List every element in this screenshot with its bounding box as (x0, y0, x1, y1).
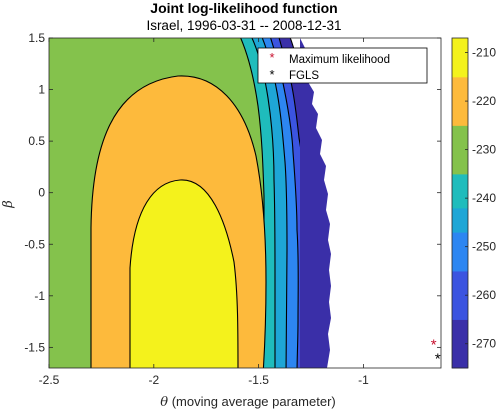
colorbar-band (452, 173, 468, 209)
colorbar-band (452, 319, 468, 369)
chart-subtitle: Israel, 1996-03-31 -- 2008-12-31 (146, 18, 341, 33)
contour-edge-fringe (300, 38, 331, 368)
colorbar-tick-label: -230 (472, 143, 496, 157)
y-tick-label: 0.5 (28, 134, 45, 148)
contour-regions (49, 38, 328, 368)
x-tick-label: -1 (358, 373, 369, 387)
y-tick-label: 0 (38, 186, 45, 200)
colorbar-band (452, 232, 468, 272)
colorbar-band (452, 76, 468, 126)
colorbar-tick-label: -270 (472, 337, 496, 351)
x-tick-label: -2 (148, 373, 159, 387)
y-tick-label: -0.5 (24, 237, 45, 251)
legend-marker-maximum-likelihood: * (269, 50, 274, 65)
y-tick-label: 1 (38, 83, 45, 97)
colorbar-band (452, 125, 468, 175)
colorbar-tick-label: -240 (472, 191, 496, 205)
legend-marker-fgls: * (269, 67, 274, 82)
x-tick-label: -1.5 (248, 373, 269, 387)
legend-label-fgls: FGLS (289, 70, 319, 82)
contour-region-level-210 (129, 179, 239, 368)
colorbar: -210 -220 -230 -240 -250 -260 -270 (451, 37, 496, 369)
point-fgls: * (435, 351, 441, 368)
colorbar-tick-label: -220 (472, 94, 496, 108)
colorbar-tick-label: -210 (472, 46, 496, 60)
colorbar-band (452, 207, 468, 233)
x-tick-label: -2.5 (39, 373, 60, 387)
y-tick-label: 1.5 (28, 31, 45, 45)
colorbar-frame (451, 37, 469, 369)
plot-frame (48, 37, 442, 369)
x-axis-label-symbol: θ (160, 395, 168, 410)
contour-plot-area: ** (48, 37, 442, 369)
y-axis-label: β (1, 200, 16, 209)
y-axis: 1.5 1 0.5 0 -0.5 -1 -1.5 (24, 31, 441, 354)
colorbar-band (452, 270, 468, 320)
legend-box (257, 47, 428, 84)
legend-label-maximum-likelihood: Maximum likelihood (289, 54, 390, 66)
x-axis: -2.5 -2 -1.5 -1 (39, 38, 369, 387)
x-axis-label-text: (moving average parameter) (168, 394, 336, 409)
chart-title: Joint log-likelihood function (150, 0, 337, 16)
point-maximum-likelihood: * (431, 336, 437, 353)
y-tick-label: -1.5 (24, 340, 45, 354)
y-tick-label: -1 (34, 289, 45, 303)
x-axis-label: θ (moving average parameter) (160, 394, 335, 410)
legend: * Maximum likelihood * FGLS (257, 47, 428, 84)
colorbar-tick-label: -260 (472, 288, 496, 302)
colorbar-band (452, 38, 468, 78)
colorbar-tick-label: -250 (472, 240, 496, 254)
